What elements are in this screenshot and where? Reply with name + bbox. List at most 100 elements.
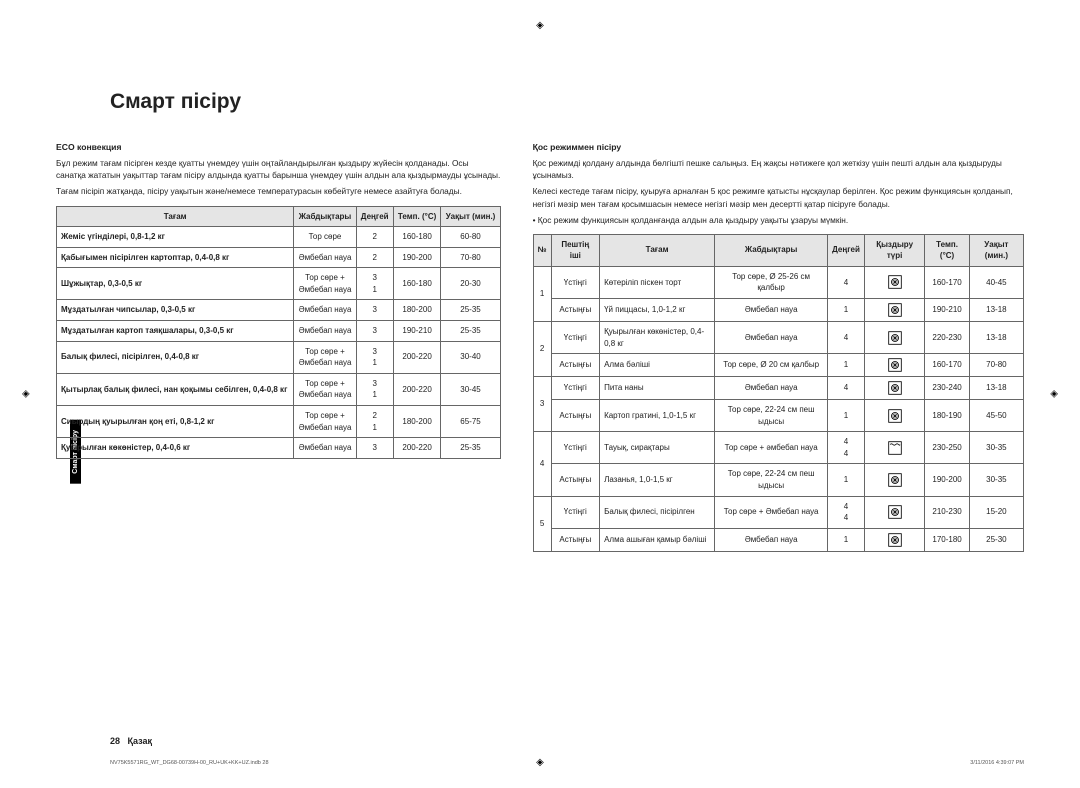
cell-level: 31 [356, 341, 393, 373]
cell-level: 44 [828, 432, 865, 464]
cell-temp: 190-210 [925, 298, 969, 321]
cell-food: Көтеріліп піскен торт [600, 266, 715, 298]
cell-mode-icon [864, 400, 924, 432]
table-row: АстыңғыАлма ашыған қамыр бәлішіӘмбебап н… [533, 528, 1023, 551]
cell-level: 2 [356, 247, 393, 268]
cell-food: Қабығымен пісірілген картоптар, 0,4-0,8 … [57, 247, 294, 268]
twin-heading: Қос режиммен пісіру [533, 141, 1024, 153]
cell-acc: Әмбебап науа [715, 528, 828, 551]
cell-acc: Әмбебап науа [294, 247, 356, 268]
cell-level: 4 [828, 321, 865, 353]
cell-no: 2 [533, 321, 551, 376]
table-row: АстыңғыҮй пиццасы, 1,0-1,2 кгӘмбебап нау… [533, 298, 1023, 321]
twin-table: № Пештің іші Тағам Жабдықтары Деңгей Қыз… [533, 234, 1024, 552]
th-level: Деңгей [356, 206, 393, 227]
cell-time: 70-80 [969, 354, 1023, 377]
table-row: Жеміс үгінділері, 0,8-1,2 кгТор сөре2160… [57, 227, 501, 248]
cell-mode-icon [864, 354, 924, 377]
cell-temp: 180-190 [925, 400, 969, 432]
cell-acc: Тор сөре +Әмбебап науа [294, 268, 356, 300]
cell-food: Картоп гратині, 1,0-1,5 кг [600, 400, 715, 432]
eco-table: Тағам Жабдықтары Деңгей Темп. (°C) Уақыт… [56, 206, 501, 459]
cell-temp: 160-170 [925, 266, 969, 298]
cell-time: 25-35 [441, 321, 500, 342]
cell-level: 3 [356, 438, 393, 459]
cell-food: Үй пиццасы, 1,0-1,2 кг [600, 298, 715, 321]
th-temp: Темп. (°C) [925, 234, 969, 266]
cell-level: 4 [828, 266, 865, 298]
table-header-row: № Пештің іші Тағам Жабдықтары Деңгей Қыз… [533, 234, 1023, 266]
cell-temp: 190-200 [925, 464, 969, 496]
cell-temp: 200-220 [393, 341, 441, 373]
th-no: № [533, 234, 551, 266]
th-mode: Қыздыру түрі [864, 234, 924, 266]
cell-food: Мұздатылған картоп таяқшалары, 0,3-0,5 к… [57, 321, 294, 342]
th-food: Тағам [600, 234, 715, 266]
cell-no: 3 [533, 377, 551, 432]
cell-pos: Үстіңгі [551, 377, 600, 400]
twin-bullet: • Қос режим функциясын қолданғанда алдын… [533, 214, 1024, 226]
cell-pos: Астыңғы [551, 354, 600, 377]
table-row: АстыңғыКартоп гратині, 1,0-1,5 кгТор сөр… [533, 400, 1023, 432]
cell-acc: Тор сөре, 22-24 см пеш ыдысы [715, 464, 828, 496]
cell-temp: 190-210 [393, 321, 441, 342]
cell-no: 4 [533, 432, 551, 496]
eco-para-2: Тағам пісіріп жатқанда, пісіру уақытын ж… [56, 185, 501, 197]
right-column: Қос режиммен пісіру Қос режимді қолдану … [533, 60, 1024, 552]
table-row: Қуырылған көкөністер, 0,4-0,6 кгӘмбебап … [57, 438, 501, 459]
cell-time: 15-20 [969, 496, 1023, 528]
cell-time: 45-50 [969, 400, 1023, 432]
cell-food: Тауық, сирақтары [600, 432, 715, 464]
cell-acc: Тор сөре, Ø 20 см қалбыр [715, 354, 828, 377]
cell-acc: Тор сөре, 22-24 см пеш ыдысы [715, 400, 828, 432]
table-row: 2ҮстіңгіҚуырылған көкөністер, 0,4-0,8 кг… [533, 321, 1023, 353]
cell-temp: 220-230 [925, 321, 969, 353]
cell-no: 5 [533, 496, 551, 551]
cell-acc: Тор сөре + Әмбебап науа [715, 496, 828, 528]
cell-mode-icon [864, 464, 924, 496]
eco-para-1: Бұл режим тағам пісірген кезде қуатты үн… [56, 157, 501, 181]
cell-pos: Астыңғы [551, 298, 600, 321]
cell-level: 1 [828, 400, 865, 432]
cell-pos: Астыңғы [551, 464, 600, 496]
table-row: Сиырдың қуырылған қоң еті, 0,8-1,2 кгТор… [57, 406, 501, 438]
cell-acc: Тор сөре, Ø 25-26 см қалбыр [715, 266, 828, 298]
th-time: Уақыт (мин.) [969, 234, 1023, 266]
cell-time: 25-35 [441, 438, 500, 459]
cell-pos: Астыңғы [551, 528, 600, 551]
cell-temp: 190-200 [393, 247, 441, 268]
cell-level: 21 [356, 406, 393, 438]
cell-time: 70-80 [441, 247, 500, 268]
table-row: Қытырлақ балық филесі, нан қоқымы себілг… [57, 373, 501, 405]
cell-mode-icon [864, 321, 924, 353]
cell-temp: 200-220 [393, 373, 441, 405]
table-row: АстыңғыЛазанья, 1,0-1,5 кгТор сөре, 22-2… [533, 464, 1023, 496]
table-row: Қабығымен пісірілген картоптар, 0,4-0,8 … [57, 247, 501, 268]
cell-level: 1 [828, 464, 865, 496]
doc-timestamp: 3/11/2016 4:39:07 PM [970, 760, 1024, 766]
cell-mode-icon [864, 496, 924, 528]
table-row: 4ҮстіңгіТауық, сирақтарыТор сөре + әмбеб… [533, 432, 1023, 464]
page-language: Қазақ [128, 736, 152, 746]
page-footer: 28 Қазақ [110, 736, 1024, 746]
cell-mode-icon [864, 298, 924, 321]
th-temp: Темп. (°C) [393, 206, 441, 227]
cell-acc: Әмбебап науа [294, 300, 356, 321]
cell-acc: Тор сөре [294, 227, 356, 248]
cell-acc: Әмбебап науа [715, 298, 828, 321]
cell-food: Пита наны [600, 377, 715, 400]
cell-time: 30-35 [969, 464, 1023, 496]
th-time: Уақыт (мин.) [441, 206, 500, 227]
cell-time: 20-30 [441, 268, 500, 300]
th-acc: Жабдықтары [715, 234, 828, 266]
cell-time: 30-35 [969, 432, 1023, 464]
cell-temp: 210-230 [925, 496, 969, 528]
cell-level: 2 [356, 227, 393, 248]
cell-food: Жеміс үгінділері, 0,8-1,2 кг [57, 227, 294, 248]
cell-time: 60-80 [441, 227, 500, 248]
cell-acc: Тор сөре + әмбебап науа [715, 432, 828, 464]
cell-temp: 160-180 [393, 227, 441, 248]
cell-time: 30-45 [441, 373, 500, 405]
doc-meta-footer: NV75K5571RG_WT_DG68-00739H-00_RU+UK+KK+U… [110, 760, 1024, 766]
table-row: Мұздатылған картоп таяқшалары, 0,3-0,5 к… [57, 321, 501, 342]
